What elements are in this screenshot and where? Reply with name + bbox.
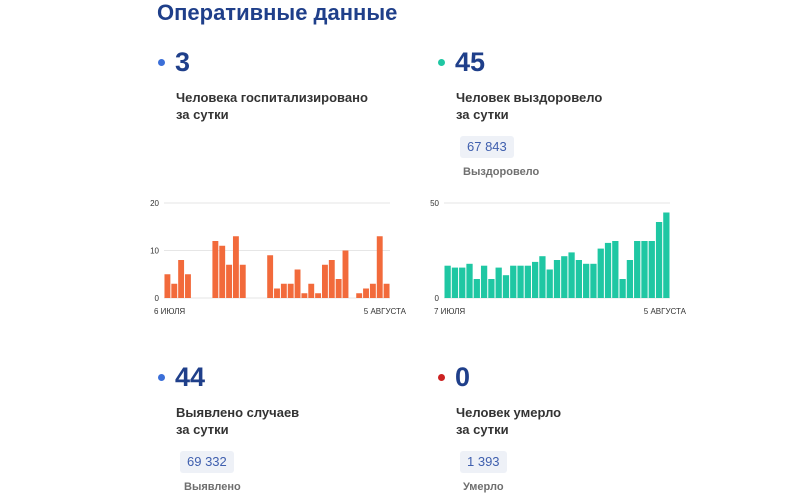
bar xyxy=(301,293,308,298)
bar xyxy=(459,267,466,298)
bar xyxy=(383,283,390,298)
bar xyxy=(328,260,335,298)
deaths-label-line2: за сутки xyxy=(456,422,509,437)
bar xyxy=(539,256,546,298)
bar xyxy=(444,265,451,298)
recovered-label-line2: за сутки xyxy=(456,107,509,122)
bar xyxy=(561,256,568,298)
bar xyxy=(575,260,583,298)
bar xyxy=(171,283,178,298)
bar xyxy=(648,241,655,298)
bar xyxy=(626,260,634,298)
x-start-label: 6 ИЮЛЯ xyxy=(154,307,185,316)
bar xyxy=(655,222,663,298)
detected-dot xyxy=(158,374,165,381)
bar xyxy=(590,263,597,298)
bar xyxy=(321,264,328,298)
bar xyxy=(219,245,226,298)
recovered-value: 45 xyxy=(455,47,486,77)
bar xyxy=(239,264,246,298)
detected-total-label: Выявлено xyxy=(184,481,241,493)
y-tick-label: 10 xyxy=(150,247,159,256)
bar xyxy=(553,260,561,298)
bar xyxy=(226,264,233,298)
bar xyxy=(663,212,670,298)
recovered-bar-chart: 0 50 7 ИЮЛЯ 5 АВГУСТА xyxy=(430,199,687,316)
bar xyxy=(619,279,626,298)
bar xyxy=(315,293,322,298)
bar xyxy=(164,274,171,298)
bar xyxy=(267,255,274,298)
bar xyxy=(369,283,376,298)
hospitalized-label-line1: Человека госпитализировано xyxy=(176,90,368,105)
recovered-total-badge: 67 843 xyxy=(460,136,514,158)
recovered-total-label: Выздоровело xyxy=(463,166,540,178)
bar xyxy=(524,265,531,298)
bar xyxy=(480,265,488,298)
bar xyxy=(517,265,524,298)
y-tick-label: 0 xyxy=(435,294,440,303)
bar xyxy=(531,261,539,298)
bar xyxy=(451,267,459,298)
bar xyxy=(568,252,575,298)
hospitalized-value: 3 xyxy=(175,47,191,77)
x-end-label: 5 АВГУСТА xyxy=(364,307,407,316)
recovered-dot xyxy=(438,59,445,66)
bar xyxy=(495,267,502,298)
bar xyxy=(342,250,349,298)
bar xyxy=(597,248,604,298)
page-title: Оперативные данные xyxy=(157,0,398,25)
hospitalized-label-line2: за сутки xyxy=(176,107,229,122)
deaths-total-label: Умерло xyxy=(463,481,504,493)
bar xyxy=(308,283,315,298)
x-end-label: 5 АВГУСТА xyxy=(644,307,687,316)
bar xyxy=(612,241,619,298)
bar xyxy=(280,283,287,298)
bar xyxy=(583,263,590,298)
detected-value: 44 xyxy=(175,362,206,392)
bar xyxy=(185,274,191,298)
bar xyxy=(502,275,510,298)
hospitalized-bar-chart: 0 10 20 6 ИЮЛЯ 5 АВГУСТА xyxy=(150,199,407,316)
bar xyxy=(178,260,185,298)
bar xyxy=(641,241,648,298)
bar xyxy=(376,236,383,298)
deaths-dot xyxy=(438,374,445,381)
bar xyxy=(356,293,363,298)
bar xyxy=(274,288,280,298)
deaths-total-badge: 1 393 xyxy=(460,451,507,473)
y-tick-label: 20 xyxy=(150,199,159,208)
recovered-label-line1: Человек выздоровело xyxy=(456,90,603,105)
bar xyxy=(604,242,612,298)
bar xyxy=(466,263,473,298)
y-tick-label: 50 xyxy=(430,199,439,208)
x-start-label: 7 ИЮЛЯ xyxy=(434,307,465,316)
y-tick-label: 0 xyxy=(155,294,160,303)
detected-total-badge: 69 332 xyxy=(180,451,234,473)
detected-label-line1: Выявлено случаев xyxy=(176,405,300,420)
bar xyxy=(232,236,239,298)
bar xyxy=(294,269,301,298)
bar xyxy=(634,241,641,298)
bar xyxy=(363,288,369,298)
hospitalized-dot xyxy=(158,59,165,66)
bar xyxy=(546,269,553,298)
bar xyxy=(488,279,495,298)
bar xyxy=(287,283,294,298)
detected-label-line2: за сутки xyxy=(176,422,229,437)
deaths-label-line1: Человек умерло xyxy=(456,405,562,420)
bar xyxy=(335,279,342,298)
deaths-value: 0 xyxy=(455,362,471,392)
bar xyxy=(473,279,480,298)
bar xyxy=(510,265,517,298)
bar xyxy=(212,241,219,298)
